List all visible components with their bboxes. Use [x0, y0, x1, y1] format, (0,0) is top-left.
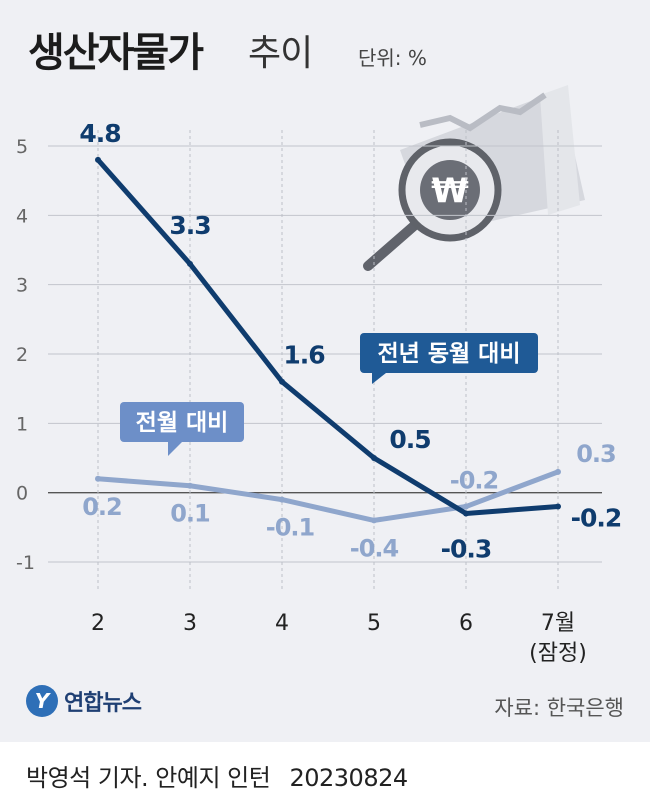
- y-tick-label: 4: [16, 205, 28, 227]
- x-tick-label: 5: [367, 611, 381, 636]
- data-point: [555, 503, 561, 510]
- svg-text:₩: ₩: [431, 171, 469, 211]
- series-yoy: 4.8 3.3 1.6 0.5 -0.3 -0.2: [79, 119, 622, 564]
- data-point: [555, 468, 561, 475]
- data-label: 0.2: [82, 493, 122, 521]
- data-point: [95, 156, 101, 163]
- data-point: [279, 378, 285, 385]
- data-label: 1.6: [283, 341, 325, 370]
- yonhap-logo-icon: Y: [26, 685, 58, 717]
- data-label: -0.1: [266, 514, 315, 542]
- callout-mom: 전월 대비: [120, 402, 244, 456]
- source-label: 자료: 한국은행: [494, 696, 624, 720]
- data-point: [371, 517, 377, 524]
- y-tick-label: 3: [16, 275, 28, 297]
- x-tick-label: 4: [275, 611, 289, 636]
- x-tick-label: (잠정): [529, 641, 587, 666]
- series-line: [95, 157, 561, 516]
- data-label: 0.1: [170, 500, 210, 528]
- data-point: [187, 260, 193, 267]
- data-label: -0.2: [571, 504, 622, 533]
- chart-subtitle: 추이: [248, 33, 313, 74]
- callout-mom-label: 전월 대비: [136, 410, 229, 436]
- data-point: [187, 482, 193, 489]
- y-tick-label: 0: [16, 483, 28, 505]
- data-point: [95, 475, 101, 482]
- data-point: [463, 503, 469, 510]
- y-tick-label: 2: [16, 344, 28, 366]
- data-label: 0.3: [576, 440, 616, 468]
- series-mom: 0.2 0.1 -0.1 -0.4 -0.2 0.3: [82, 440, 617, 563]
- y-tick-label: 5: [16, 136, 28, 158]
- x-tick-label: 7월: [541, 611, 575, 636]
- callout-yoy-label: 전년 동월 대비: [378, 341, 521, 367]
- data-label: -0.3: [441, 534, 492, 563]
- x-tick-label: 6: [459, 611, 473, 636]
- credit-date: 20230824: [289, 764, 408, 792]
- line-chart: ₩ 5 4 3 2 1 0 -1 2 3 4 5 6 7월 (잠정) 0.2 0.1 -0.1 -0.4 -0.…: [16, 85, 622, 666]
- credit-text: 박영석 기자. 안예지 인턴: [26, 764, 271, 792]
- data-label: 0.5: [389, 425, 430, 454]
- logo-text: 연합뉴스: [64, 691, 142, 716]
- chart-title: 생산자물가: [28, 30, 204, 76]
- data-label: -0.4: [350, 534, 399, 562]
- data-point: [463, 510, 469, 517]
- x-tick-label: 2: [91, 611, 105, 636]
- callout-yoy: 전년 동월 대비: [360, 333, 538, 384]
- footer-credit: 박영석 기자. 안예지 인턴 20230824: [26, 758, 408, 793]
- x-axis: 2 3 4 5 6 7월 (잠정): [91, 611, 587, 666]
- y-axis: 5 4 3 2 1 0 -1: [16, 136, 35, 574]
- unit-label: 단위: %: [358, 46, 427, 70]
- logo: Y 연합뉴스: [26, 685, 142, 717]
- data-label: -0.2: [450, 467, 498, 495]
- data-label: 4.8: [79, 119, 120, 148]
- y-tick-label: 1: [16, 413, 28, 435]
- data-label: 3.3: [169, 211, 210, 240]
- data-point: [371, 455, 377, 461]
- x-tick-label: 3: [183, 611, 197, 636]
- series-line: [95, 469, 561, 523]
- data-point: [279, 496, 285, 503]
- won-magnifier-icon: ₩: [363, 85, 585, 271]
- y-tick-label: -1: [16, 552, 35, 574]
